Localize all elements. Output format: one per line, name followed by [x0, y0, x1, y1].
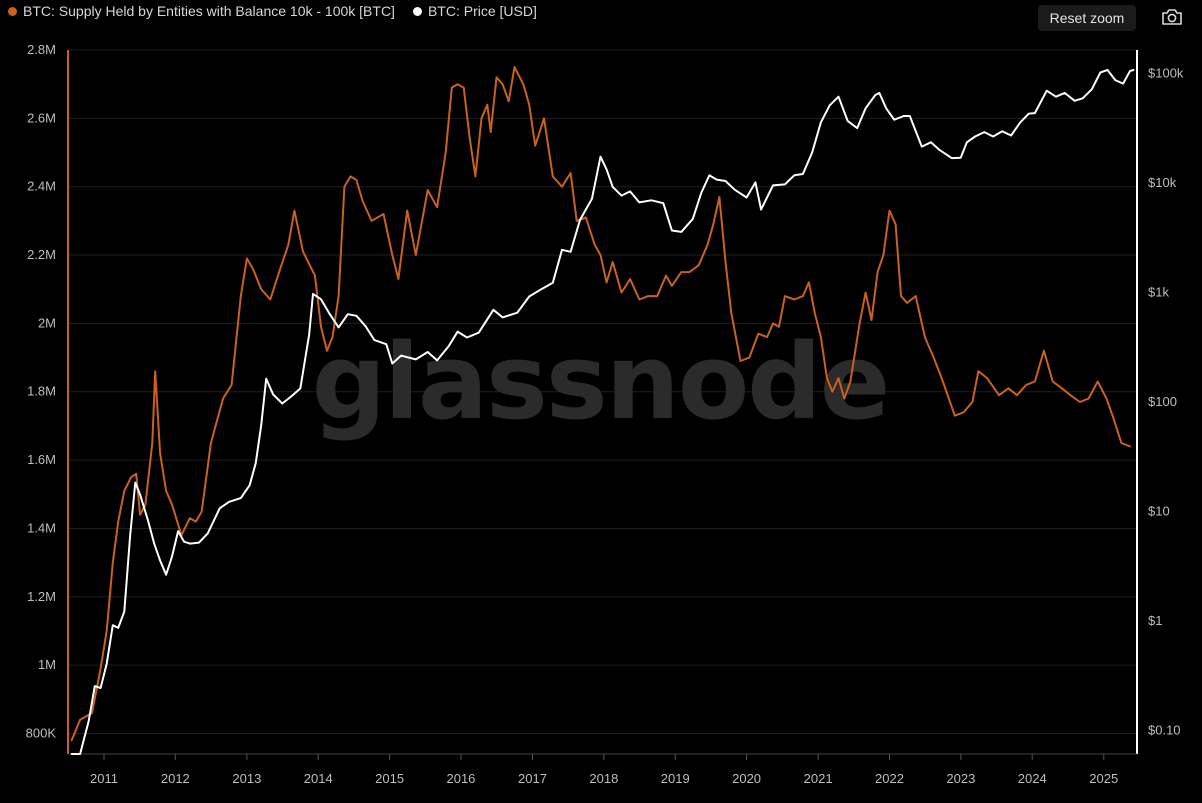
- legend-item-supply[interactable]: BTC: Supply Held by Entities with Balanc…: [8, 3, 395, 19]
- reset-zoom-button[interactable]: Reset zoom: [1038, 5, 1136, 31]
- y-axis-left-ticks: 800K 1M 1.2M 1.4M 1.6M 1.8M 2M 2.2M 2.4M 2.6M 2.8M: [26, 42, 57, 740]
- y-right-tick-label: $1k: [1148, 284, 1169, 299]
- y-left-tick-label: 1M: [38, 657, 56, 672]
- y-left-tick-label: 1.8M: [27, 384, 56, 399]
- x-tick-label: 2013: [232, 771, 261, 786]
- axes: [67, 50, 1138, 755]
- y-left-tick-label: 1.6M: [27, 452, 56, 467]
- chart-legend: BTC: Supply Held by Entities with Balanc…: [8, 3, 537, 19]
- series-line-price: [70, 69, 1135, 755]
- x-tick-label: 2014: [304, 771, 333, 786]
- x-tick-label: 2023: [946, 771, 975, 786]
- x-tick-label: 2015: [375, 771, 404, 786]
- y-axis-right-ticks: $0.10 $1 $10 $100 $1k $10k $100k: [1148, 65, 1184, 737]
- y-left-tick-label: 2.8M: [27, 42, 56, 57]
- y-left-tick-label: 1.2M: [27, 589, 56, 604]
- legend-dot-supply: [8, 6, 17, 16]
- x-tick-label: 2024: [1018, 771, 1047, 786]
- x-tick-label: 2012: [161, 771, 190, 786]
- y-right-tick-label: $10: [1148, 504, 1170, 519]
- y-left-tick-label: 800K: [26, 725, 57, 740]
- x-tick-label: 2016: [446, 771, 475, 786]
- x-tick-label: 2011: [90, 771, 118, 786]
- watermark: glassnode: [312, 321, 889, 443]
- y-right-tick-label: $1: [1148, 613, 1162, 628]
- y-right-tick-label: $0.10: [1148, 723, 1181, 738]
- y-left-tick-label: 2.4M: [27, 179, 56, 194]
- x-axis-ticks: 2011 2012 2013 2014 2015 2016 2017 2018 2019 2020…: [90, 754, 1118, 786]
- x-tick-label: 2022: [875, 771, 904, 786]
- y-right-tick-label: $100k: [1148, 65, 1184, 80]
- legend-dot-price: [412, 6, 422, 16]
- x-tick-label: 2025: [1089, 771, 1118, 786]
- legend-item-price[interactable]: BTC: Price [USD]: [412, 3, 537, 19]
- series: [70, 66, 1135, 755]
- gridlines: [68, 49, 1137, 734]
- x-tick-label: 2020: [732, 771, 761, 786]
- y-right-tick-label: $100: [1148, 394, 1177, 409]
- y-right-tick-label: $10k: [1148, 175, 1177, 190]
- y-left-tick-label: 2.2M: [27, 247, 56, 262]
- legend-label-supply: BTC: Supply Held by Entities with Balanc…: [23, 3, 395, 19]
- x-tick-label: 2021: [804, 771, 833, 786]
- x-tick-label: 2018: [589, 771, 618, 786]
- y-left-tick-label: 2M: [38, 315, 56, 330]
- y-left-tick-label: 2.6M: [27, 110, 56, 125]
- x-tick-label: 2017: [518, 771, 547, 786]
- camera-icon[interactable]: [1161, 8, 1183, 26]
- x-tick-label: 2019: [661, 771, 690, 786]
- y-left-tick-label: 1.4M: [27, 520, 56, 535]
- legend-label-price: BTC: Price [USD]: [427, 3, 537, 19]
